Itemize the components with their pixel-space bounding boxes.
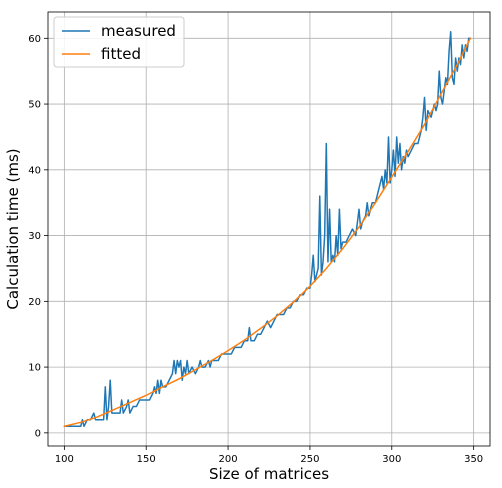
legend-label-measured: measured [101, 22, 176, 40]
legend: measured fitted [54, 17, 184, 67]
y-tick-label: 40 [28, 165, 41, 176]
x-tick-label: 150 [137, 454, 156, 465]
y-axis-title: Calculation time (ms) [4, 148, 22, 309]
y-tick-label: 10 [28, 363, 41, 374]
x-axis-title: Size of matrices [209, 465, 329, 483]
legend-label-fitted: fitted [101, 45, 141, 63]
x-tick-label: 350 [464, 454, 483, 465]
x-tick-label: 300 [382, 454, 401, 465]
y-tick-label: 50 [28, 100, 41, 111]
x-tick-label: 200 [219, 454, 238, 465]
x-tick-label: 250 [300, 454, 319, 465]
x-tick-label: 100 [55, 454, 74, 465]
y-tick-label: 60 [28, 34, 41, 45]
y-tick-label: 0 [35, 428, 41, 439]
y-tick-label: 20 [28, 297, 41, 308]
y-tick-label: 30 [28, 231, 41, 242]
